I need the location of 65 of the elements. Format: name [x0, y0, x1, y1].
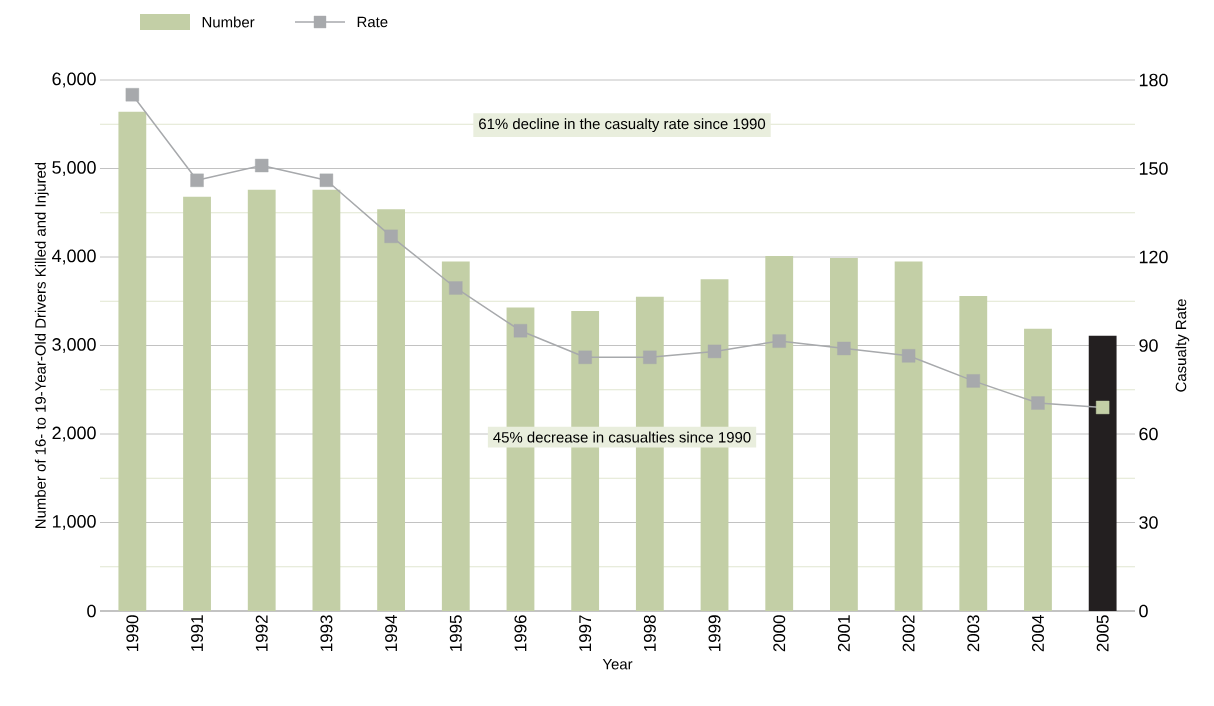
point — [578, 350, 592, 364]
y-tick-label: 6,000 — [52, 72, 96, 88]
bar — [959, 295, 988, 611]
x-tick-label: 2001 — [837, 615, 850, 652]
y-tick-label: 1,000 — [52, 515, 96, 530]
y2-tick-label: 120 — [1139, 250, 1168, 264]
x-tick-label: 2003 — [967, 615, 980, 652]
x-tick-label: 2005 — [1096, 615, 1109, 652]
point — [643, 350, 657, 364]
x-tick-label: 1997 — [579, 615, 592, 651]
point — [901, 349, 916, 363]
x-tick-label: 1995 — [449, 615, 462, 651]
y2-tick-label: 150 — [1139, 162, 1168, 175]
x-tick-label: 1998 — [643, 615, 656, 651]
y2-tick-label: 90 — [1139, 339, 1158, 352]
y2-tick-label: 30 — [1139, 516, 1158, 529]
bar — [1088, 335, 1117, 611]
legend-label: Number — [202, 16, 255, 28]
point — [772, 334, 786, 348]
point — [1031, 396, 1045, 410]
y-tick-label: 0 — [87, 604, 96, 618]
x-axis-title: Year — [602, 659, 633, 670]
point — [319, 173, 334, 187]
bar — [1024, 328, 1052, 611]
point — [190, 173, 204, 187]
y-tick-label: 2,000 — [52, 426, 96, 442]
point — [255, 158, 269, 173]
y-tick-label: 4,000 — [52, 249, 96, 265]
point — [125, 88, 140, 102]
x-tick-label: 1992 — [255, 615, 268, 651]
y2-axis-title: Casualty Rate — [1175, 299, 1190, 392]
bar — [441, 261, 470, 611]
bar — [118, 111, 147, 611]
x-tick-label: 1993 — [320, 615, 333, 651]
x-tick-label: 2002 — [902, 615, 915, 652]
y-tick-label: 5,000 — [52, 161, 96, 176]
y2-tick-label: 0 — [1139, 604, 1148, 618]
point — [384, 229, 398, 244]
y2-tick-label: 180 — [1139, 73, 1168, 87]
point — [513, 324, 528, 338]
annotation: 61% decline in the casualty rate since 1990 — [479, 118, 766, 133]
bar — [183, 196, 211, 611]
x-tick-label: 1991 — [191, 615, 204, 651]
point — [837, 341, 851, 356]
y-axis-title: Number of 16- to 19-Year-Old Drivers Killed and Injured — [34, 162, 49, 528]
x-tick-label: 2000 — [773, 615, 786, 652]
bar — [765, 256, 794, 611]
x-tick-label: 1996 — [514, 615, 527, 651]
y-tick-label: 3,000 — [52, 338, 96, 353]
bar — [377, 209, 405, 611]
x-tick-label: 1999 — [708, 615, 721, 651]
y2-tick-label: 60 — [1139, 427, 1158, 441]
x-tick-label: 2004 — [1031, 615, 1044, 652]
legend-label: Rate — [357, 16, 388, 28]
bar — [894, 261, 923, 611]
point — [966, 374, 980, 388]
bar — [247, 189, 276, 611]
x-tick-label: 1990 — [126, 615, 139, 651]
point — [449, 281, 463, 295]
point — [707, 344, 722, 359]
x-tick-label: 1994 — [385, 615, 398, 651]
annotation: 45% decrease in casualties since 1990 — [493, 431, 751, 443]
point — [1095, 400, 1110, 415]
bar — [312, 189, 341, 611]
bar — [830, 257, 858, 611]
